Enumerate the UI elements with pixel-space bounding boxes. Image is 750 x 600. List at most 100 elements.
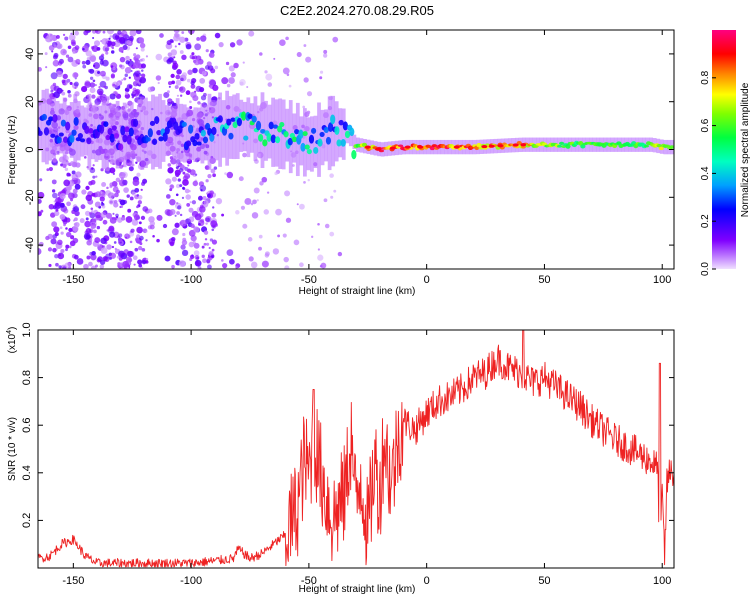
spectrogram-ridge-blob	[58, 132, 64, 137]
spectrogram-noise-speckle	[205, 192, 209, 195]
spectrogram-noise-speckle	[74, 45, 80, 51]
spectrogram-noise-speckle	[70, 235, 75, 240]
spectrogram-ridge-blob	[79, 138, 86, 143]
spectrogram-noise-speckle	[72, 225, 79, 232]
spectrogram-band-cell	[271, 97, 275, 167]
spectrogram-noise-speckle	[329, 231, 335, 237]
spectrogram-noise-speckle	[165, 178, 172, 185]
spectrogram-ridge-blob	[73, 116, 79, 126]
spectrogram-noise-speckle	[38, 199, 42, 204]
spectrogram-ridge-blob	[162, 132, 168, 142]
spectrogram-ridge-blob	[145, 137, 151, 142]
spectrogram-noise-speckle	[85, 217, 89, 221]
spectrogram-noise-speckle	[194, 255, 200, 260]
spectrogram-ridge-blob	[336, 139, 342, 147]
spectrogram-ridge-blob	[241, 111, 247, 121]
spectrogram-noise-speckle	[90, 179, 96, 185]
spectrogram-noise-speckle	[122, 44, 128, 50]
spectrogram-noise-speckle	[126, 194, 130, 198]
spectrogram-ridge-blob	[294, 129, 300, 135]
spectrogram-ridge-blob	[122, 134, 128, 143]
spectrogram-ridge-blob	[277, 125, 283, 133]
spectrogram-noise-speckle	[105, 76, 110, 81]
spectrogram-noise-speckle	[94, 201, 101, 208]
snr-multiplier-exp: 4	[6, 330, 13, 334]
spectrogram-noise-speckle	[214, 65, 219, 70]
spectrogram-noise-speckle	[311, 235, 314, 238]
spectrogram-noise-speckle	[86, 255, 91, 260]
spectrogram-noise-speckle	[124, 73, 129, 77]
spectrogram-noise-speckle	[38, 211, 42, 217]
spectrogram-noise-speckle	[53, 85, 60, 92]
spectrogram-noise-speckle	[85, 194, 93, 202]
spectrogram-noise-speckle	[273, 57, 276, 60]
spectrogram-noise-speckle	[103, 85, 106, 89]
spectrogram-hot-spot	[512, 143, 519, 147]
spectrogram-noise-speckle	[156, 214, 163, 221]
spectrogram-noise-speckle	[59, 193, 66, 200]
spectrogram-noise-speckle	[261, 260, 269, 268]
spectrogram-noise-speckle	[317, 254, 324, 261]
spectrogram-noise-speckle	[152, 234, 155, 238]
spectrogram-noise-speckle	[132, 179, 140, 186]
spectrogram-noise-speckle	[263, 209, 270, 215]
spectrogram-band-cell	[140, 96, 145, 170]
spectrogram-hot-spot	[375, 147, 382, 151]
spectrogram-noise-speckle	[246, 86, 249, 89]
spectrogram-noise-speckle	[119, 199, 126, 206]
spectrogram-noise-speckle	[181, 196, 185, 199]
spectrogram-noise-speckle	[127, 250, 134, 258]
spectrogram-noise-speckle	[145, 55, 149, 58]
spectrogram-noise-speckle	[185, 43, 192, 50]
spectrogram-band-cell	[126, 110, 131, 159]
spectrogram-noise-speckle	[122, 179, 128, 186]
snr-line-series	[38, 330, 674, 568]
spectrogram-noise-speckle	[120, 30, 128, 37]
spectrogram-noise-speckle	[319, 76, 323, 80]
spectrogram-noise-speckle	[65, 227, 68, 230]
spectrogram-noise-speckle	[186, 78, 191, 83]
snr-x-tick-label: -50	[301, 575, 317, 587]
spectrogram-noise-speckle	[101, 38, 109, 45]
spectrogram-noise-speckle	[45, 66, 48, 69]
spectrogram-noise-speckle	[192, 180, 199, 187]
spectrogram-ridge-blob	[154, 116, 160, 125]
spectrogram-noise-speckle	[190, 235, 197, 242]
spectrogram-noise-speckle	[181, 244, 186, 249]
spectrogram-noise-speckle	[169, 188, 173, 192]
spectrogram-noise-speckle	[182, 179, 189, 186]
spectrogram-noise-speckle	[323, 53, 328, 58]
spectrogram-noise-speckle	[47, 233, 54, 240]
spectrogram-noise-speckle	[98, 85, 101, 89]
spectrogram-noise-speckle	[175, 183, 181, 189]
spectrogram-noise-speckle	[188, 216, 195, 223]
spectrogram-noise-speckle	[136, 226, 143, 234]
spectrogram-x-tick-label: -150	[62, 274, 84, 286]
spectrogram-noise-speckle	[196, 37, 201, 41]
spectrogram-noise-speckle	[288, 84, 292, 88]
spectrogram-band-cell	[52, 96, 56, 159]
colorbar-gradient	[712, 30, 736, 269]
spectrogram-noise-speckle	[83, 156, 87, 159]
spectrogram-noise-speckle	[155, 75, 162, 81]
spectrogram-noise-speckle	[131, 191, 136, 196]
spectrogram-ridge-blob	[62, 136, 69, 143]
spectrogram-y-axis: -40 -20 0 20 40	[24, 48, 674, 253]
spectrogram-noise-speckle	[242, 61, 245, 64]
spectrogram-noise-speckle	[166, 90, 170, 94]
spectrogram-noise-speckle	[46, 33, 54, 40]
spectrogram-noise-speckle	[167, 163, 172, 167]
spectrogram-ridge-blob	[559, 141, 565, 145]
spectrogram-noise-speckle	[138, 37, 145, 44]
spectrogram-noise-speckle	[65, 231, 72, 238]
spectrogram-noise-speckle	[101, 181, 107, 187]
spectrogram-noise-speckle	[221, 213, 225, 217]
spectrogram-noise-speckle	[137, 195, 143, 200]
spectrogram-noise-speckle	[38, 241, 44, 247]
spectrogram-noise-speckle	[181, 239, 188, 246]
spectrogram-noise-speckle	[252, 199, 257, 205]
spectrogram-noise-speckle	[194, 90, 197, 93]
spectrogram-band-cell	[76, 101, 81, 161]
spectrogram-noise-speckle	[57, 239, 63, 246]
spectrogram-noise-speckle	[208, 246, 211, 250]
